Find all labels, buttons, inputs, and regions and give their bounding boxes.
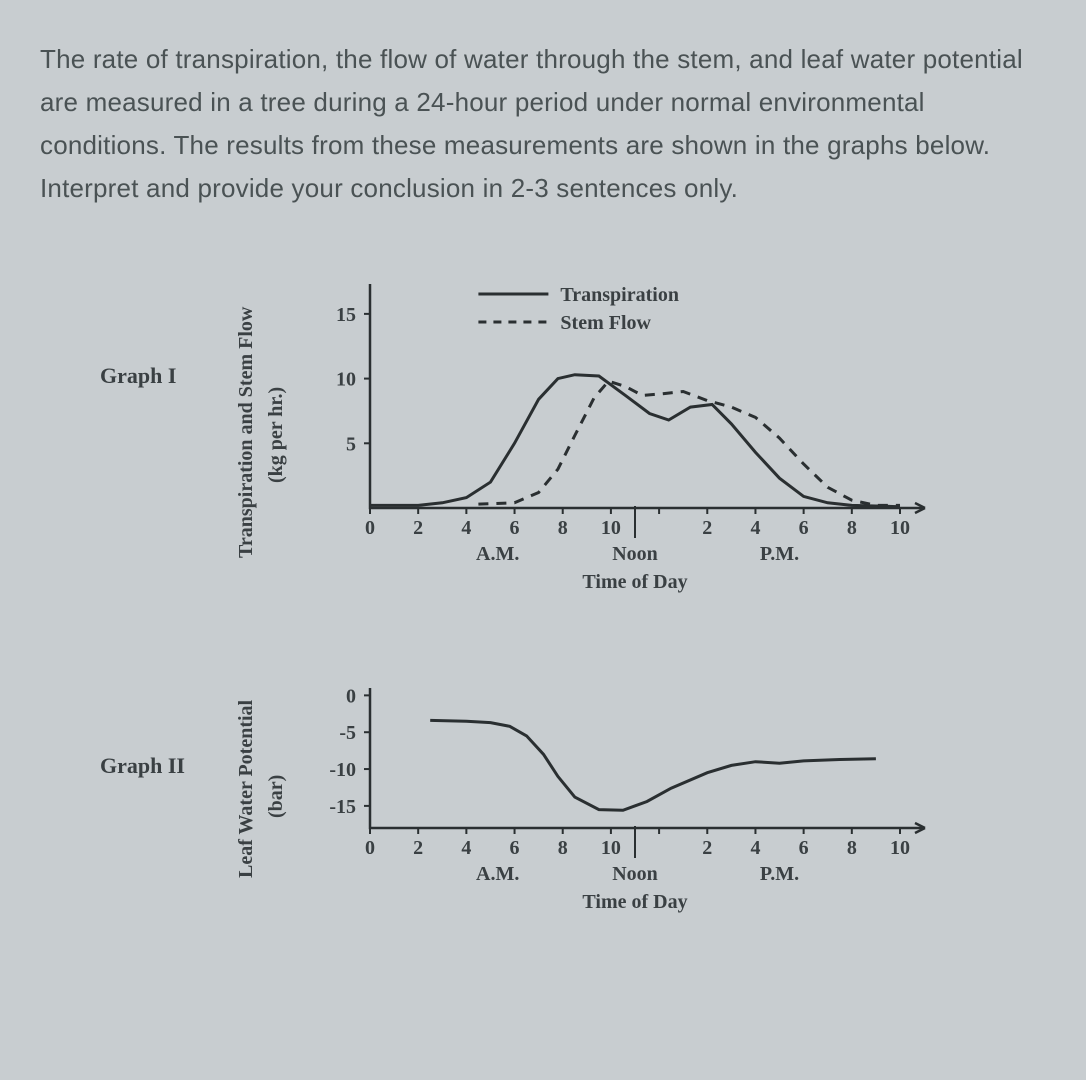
svg-text:2: 2: [413, 837, 423, 859]
svg-text:-15: -15: [329, 795, 356, 817]
svg-text:A.M.: A.M.: [476, 863, 519, 885]
svg-text:10: 10: [601, 837, 621, 859]
svg-text:2: 2: [702, 517, 712, 539]
svg-text:-5: -5: [339, 722, 356, 744]
chart-svg: 5 10 15 0 2 4 6 8 10 2 4 6 8 10 A.M. Noon P.M. Time of Da…: [280, 258, 1000, 938]
svg-text:4: 4: [750, 837, 760, 859]
graph2-label: Graph II: [100, 753, 185, 779]
graph1-ylabel-1: Transpiration and Stem Flow: [235, 306, 258, 557]
svg-text:10: 10: [601, 517, 621, 539]
svg-text:8: 8: [558, 837, 568, 859]
svg-text:4: 4: [461, 837, 471, 859]
svg-text:8: 8: [558, 517, 568, 539]
graph2-ylabel-1: Leaf Water Potential: [235, 699, 258, 877]
figure: Graph I Graph II Transpiration and Stem …: [100, 258, 1000, 938]
svg-text:6: 6: [799, 837, 809, 859]
svg-text:0: 0: [365, 837, 375, 859]
graph1-label: Graph I: [100, 363, 176, 389]
svg-text:6: 6: [510, 837, 520, 859]
svg-text:Transpiration: Transpiration: [560, 284, 679, 306]
svg-text:2: 2: [702, 837, 712, 859]
svg-text:5: 5: [346, 433, 356, 455]
svg-text:0: 0: [365, 517, 375, 539]
svg-text:A.M.: A.M.: [476, 543, 519, 565]
svg-text:10: 10: [890, 517, 910, 539]
svg-text:8: 8: [847, 837, 857, 859]
svg-text:6: 6: [510, 517, 520, 539]
svg-text:2: 2: [413, 517, 423, 539]
svg-text:4: 4: [461, 517, 471, 539]
svg-text:P.M.: P.M.: [760, 543, 799, 565]
svg-text:6: 6: [799, 517, 809, 539]
svg-text:-10: -10: [329, 759, 356, 781]
svg-text:Noon: Noon: [612, 543, 658, 565]
svg-text:15: 15: [336, 303, 356, 325]
svg-text:8: 8: [847, 517, 857, 539]
svg-text:0: 0: [346, 685, 356, 707]
svg-text:4: 4: [750, 517, 760, 539]
svg-text:10: 10: [890, 837, 910, 859]
svg-text:Noon: Noon: [612, 863, 658, 885]
svg-text:Time of Day: Time of Day: [582, 571, 687, 593]
svg-text:Stem Flow: Stem Flow: [560, 312, 651, 334]
svg-text:P.M.: P.M.: [760, 863, 799, 885]
question-text: The rate of transpiration, the flow of w…: [40, 38, 1056, 210]
svg-text:10: 10: [336, 368, 356, 390]
svg-text:Time of Day: Time of Day: [582, 891, 687, 913]
